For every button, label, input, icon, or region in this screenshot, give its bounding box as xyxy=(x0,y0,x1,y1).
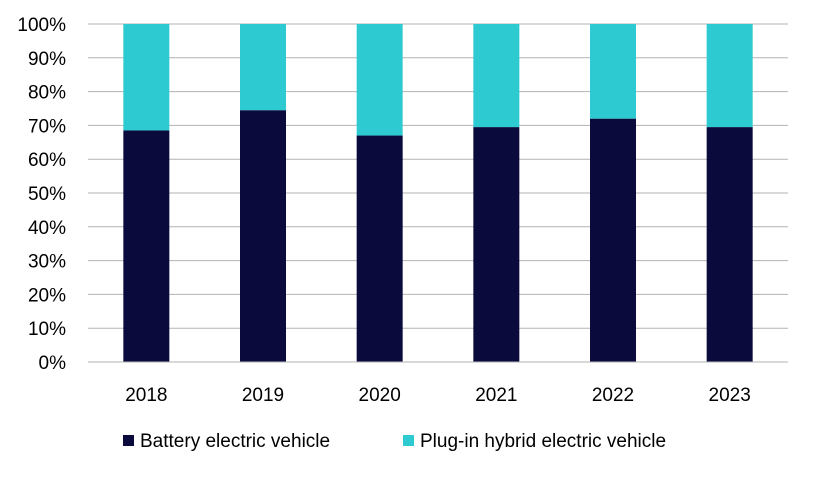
y-tick-label: 90% xyxy=(28,49,66,70)
y-tick-label: 30% xyxy=(28,252,66,273)
y-tick-label: 100% xyxy=(17,15,66,36)
y-tick-label: 50% xyxy=(28,184,66,205)
x-tick-label: 2020 xyxy=(359,385,401,406)
bar-plug-in-hybrid-2019 xyxy=(240,24,286,111)
bar-plug-in-hybrid-2018 xyxy=(123,24,170,131)
bar-battery-electric-2020 xyxy=(356,135,403,362)
y-axis-tick-labels: 0% 10% 20% 30% 40% 50% 60% 70% 80% 90% 100% xyxy=(17,15,66,374)
bar-plug-in-hybrid-2023 xyxy=(706,24,753,128)
bar-battery-electric-2019 xyxy=(240,110,286,362)
legend-label: Plug-in hybrid electric vehicle xyxy=(420,431,666,452)
legend-swatch xyxy=(403,435,414,446)
bar-plug-in-hybrid-2020 xyxy=(356,24,403,136)
y-tick-label: 70% xyxy=(28,116,66,137)
x-tick-label: 2023 xyxy=(709,385,751,406)
y-tick-label: 0% xyxy=(39,353,67,374)
x-tick-label: 2022 xyxy=(592,385,634,406)
x-axis-tick-labels: 2018 2019 2020 2021 2022 2023 xyxy=(125,385,751,406)
bar-battery-electric-2023 xyxy=(706,127,753,362)
gridlines xyxy=(88,23,788,329)
y-tick-label: 80% xyxy=(28,83,66,104)
y-tick-label: 20% xyxy=(28,285,66,306)
bar-battery-electric-2021 xyxy=(473,127,520,362)
x-tick-label: 2019 xyxy=(242,385,284,406)
x-tick-label: 2021 xyxy=(475,385,517,406)
y-tick-label: 10% xyxy=(28,319,66,340)
legend-swatch xyxy=(123,435,134,446)
legend-label: Battery electric vehicle xyxy=(140,431,330,452)
bar-plug-in-hybrid-2022 xyxy=(590,24,636,119)
bars xyxy=(123,24,753,362)
bar-battery-electric-2022 xyxy=(590,118,636,362)
y-tick-label: 60% xyxy=(28,150,66,171)
x-tick-label: 2018 xyxy=(125,385,167,406)
legend: Battery electric vehicle Plug-in hybrid e… xyxy=(123,431,666,452)
bar-battery-electric-2018 xyxy=(123,130,170,362)
bar-plug-in-hybrid-2021 xyxy=(473,24,520,128)
y-tick-label: 40% xyxy=(28,218,66,239)
